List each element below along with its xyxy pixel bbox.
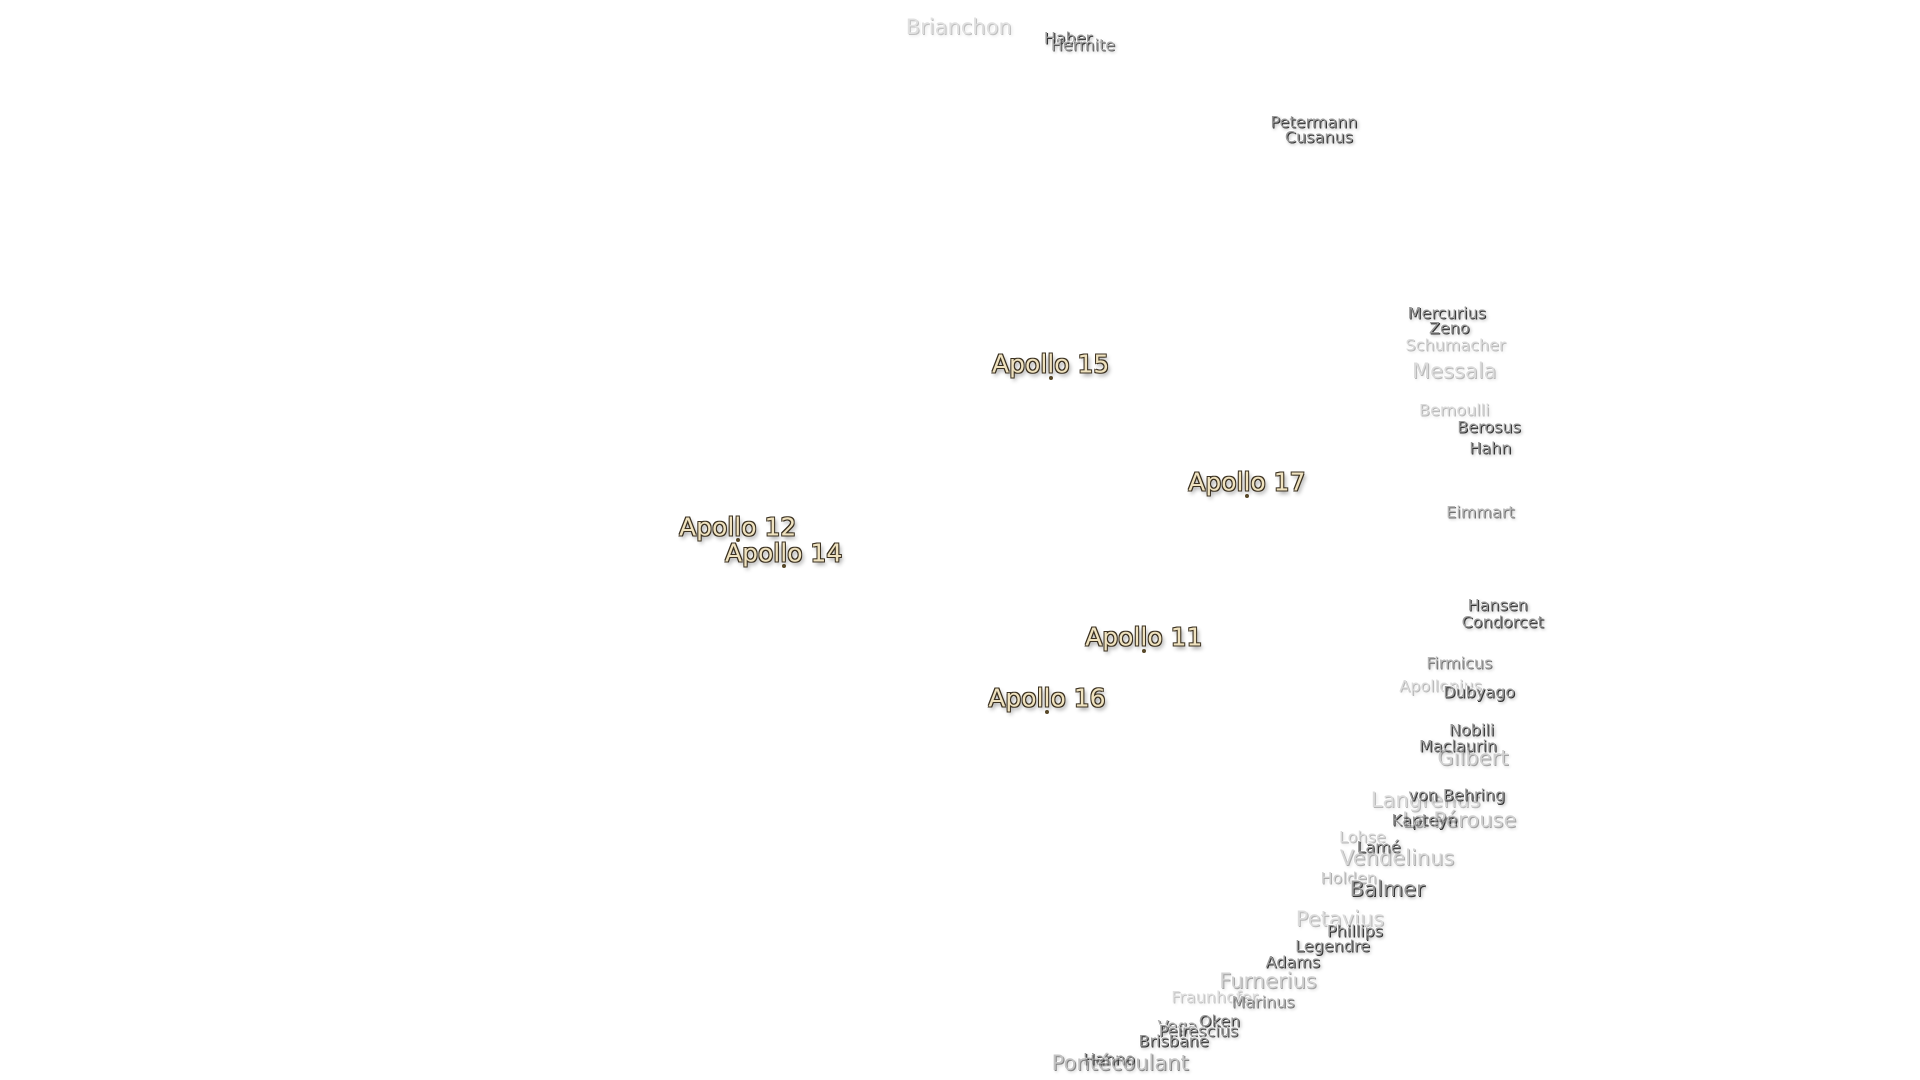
landing-site-label: Apollo 11 bbox=[1085, 622, 1203, 652]
landing-site-marker bbox=[1141, 648, 1146, 653]
crater-label: Fraunhofer bbox=[1171, 987, 1258, 1007]
crater-label: Hahn bbox=[1469, 438, 1512, 458]
crater-label: La Pérouse bbox=[1402, 807, 1517, 832]
crater-label: Holden bbox=[1320, 868, 1377, 888]
landing-site-label: Apollo 12 bbox=[679, 512, 797, 542]
landing-site-label: Apollo 17 bbox=[1188, 467, 1306, 497]
landing-site-marker bbox=[735, 538, 740, 543]
landing-site-marker bbox=[1048, 375, 1053, 380]
crater-label: Furnerius bbox=[1219, 969, 1317, 994]
crater-label: Hansen bbox=[1467, 595, 1528, 615]
crater-label: Lamé bbox=[1356, 837, 1401, 857]
crater-label: Petavius bbox=[1295, 907, 1385, 932]
landing-site-marker bbox=[781, 564, 786, 569]
crater-label: Schumacher bbox=[1405, 335, 1506, 355]
crater-label: Firmicus bbox=[1426, 653, 1493, 673]
landing-site-marker bbox=[1044, 709, 1049, 714]
crater-label: Condorcet bbox=[1461, 612, 1544, 632]
landing-site-label: Apollo 14 bbox=[725, 538, 843, 568]
crater-label: von Behring bbox=[1408, 785, 1506, 805]
crater-label: Phillips bbox=[1326, 921, 1383, 941]
crater-label: Hanno bbox=[1083, 1049, 1135, 1069]
crater-label: Brisbane bbox=[1138, 1031, 1209, 1051]
crater-label: Legendre bbox=[1295, 936, 1370, 956]
crater-label: Haber bbox=[1043, 28, 1093, 48]
crater-label: Peirescius bbox=[1158, 1021, 1239, 1041]
crater-label: Vega bbox=[1157, 1016, 1198, 1036]
crater-label: Messala bbox=[1412, 359, 1497, 384]
crater-label: Lohse bbox=[1339, 827, 1386, 847]
crater-label: Cusanus bbox=[1284, 127, 1353, 147]
crater-label: Pontécoulant bbox=[1051, 1051, 1189, 1076]
crater-label: Petermann bbox=[1270, 112, 1358, 132]
crater-label: Hermite bbox=[1050, 35, 1116, 55]
crater-label: Vendelinus bbox=[1339, 846, 1455, 871]
crater-label: Berosus bbox=[1457, 417, 1521, 437]
crater-label: Langrenus bbox=[1370, 787, 1481, 812]
crater-label: Maclaurin bbox=[1419, 736, 1497, 756]
crater-label: Apollonius bbox=[1399, 676, 1482, 696]
crater-label: Balmer bbox=[1349, 877, 1425, 902]
crater-label: Mercurius bbox=[1407, 303, 1486, 323]
landing-site-label: Apollo 15 bbox=[992, 349, 1110, 379]
crater-label: Kapteyn bbox=[1391, 810, 1458, 830]
crater-label: Oken bbox=[1198, 1011, 1241, 1031]
landing-site-label: Apollo 16 bbox=[988, 683, 1106, 713]
crater-label: Bernoulli bbox=[1419, 400, 1490, 420]
crater-label: Dubyago bbox=[1443, 682, 1516, 702]
crater-label: Brianchon bbox=[905, 15, 1012, 40]
crater-label: Eimmart bbox=[1446, 502, 1515, 522]
crater-label: Zeno bbox=[1428, 318, 1470, 338]
crater-label: Adams bbox=[1265, 952, 1321, 972]
crater-label: Marinus bbox=[1231, 992, 1295, 1012]
crater-label: Nobili bbox=[1449, 720, 1495, 740]
crater-label: Gilbert bbox=[1437, 745, 1509, 770]
landing-site-marker bbox=[1244, 493, 1249, 498]
